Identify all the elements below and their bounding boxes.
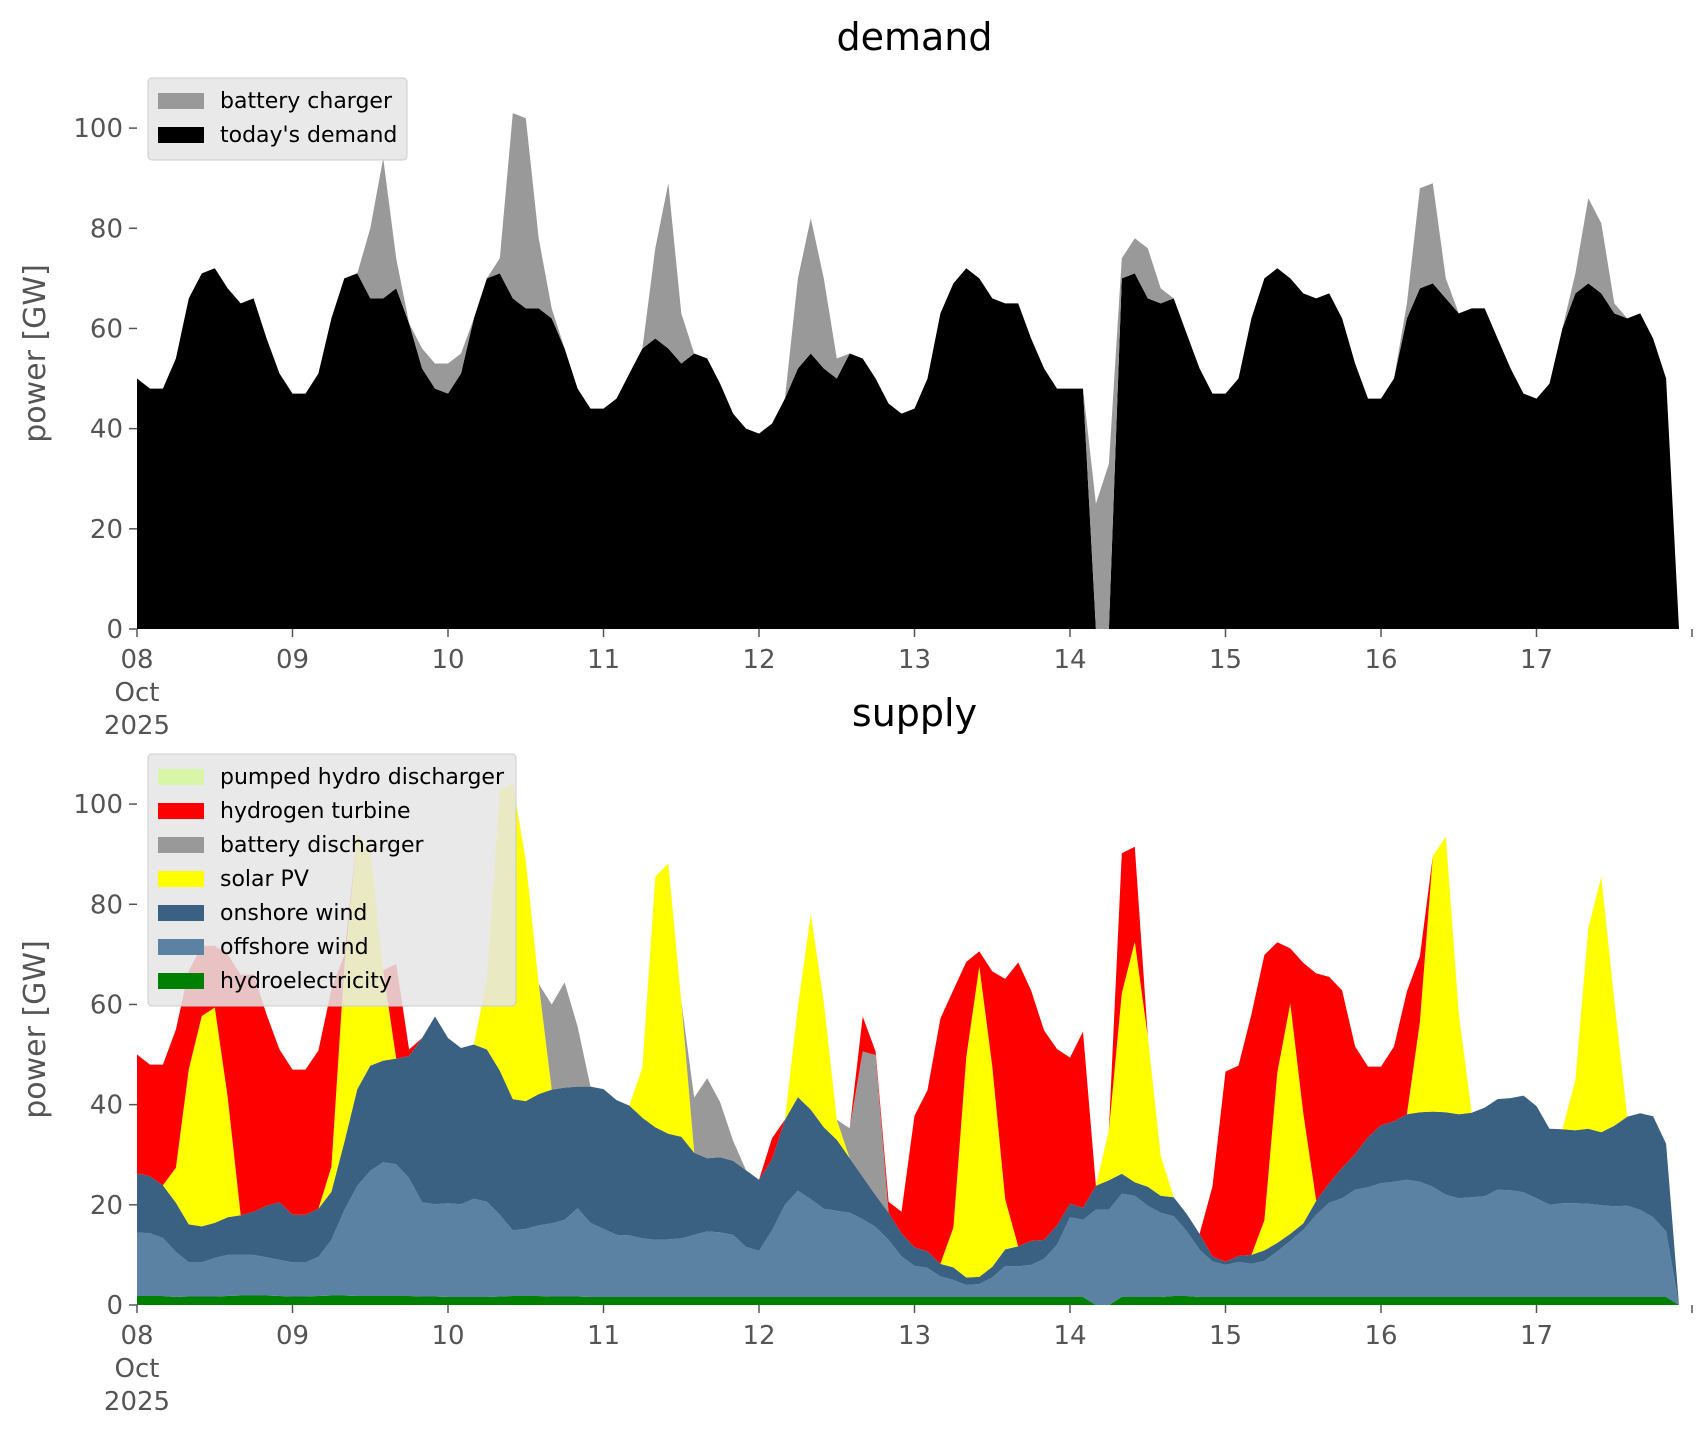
x-tick-label: 14	[1053, 1321, 1086, 1351]
legend-swatch	[158, 769, 204, 785]
x-tick-label: Oct	[115, 678, 160, 708]
area-series-solar-pv	[137, 783, 1692, 1305]
x-tick-label: Oct	[115, 1354, 160, 1384]
legend-box	[147, 77, 408, 161]
y-axis-label: power [GW]	[18, 940, 53, 1119]
x-tick-label: 08	[120, 1321, 153, 1351]
x-tick-label: 17	[1520, 645, 1553, 675]
x-tick-label: 10	[431, 1321, 464, 1351]
legend-label: pumped hydro discharger	[220, 765, 505, 790]
legend-swatch	[158, 905, 204, 921]
y-tick-label: 60	[90, 990, 123, 1020]
legend-swatch	[158, 837, 204, 853]
x-tick-label: 10	[431, 645, 464, 675]
legend-swatch	[158, 871, 204, 887]
y-tick-label: 0	[106, 1291, 123, 1321]
x-tick-label: 15	[1209, 645, 1242, 675]
y-tick-label: 100	[73, 790, 123, 820]
area-series-battery-charger	[137, 113, 1692, 630]
y-tick-label: 80	[90, 214, 123, 244]
chart-title: demand	[836, 15, 992, 59]
y-axis-label: power [GW]	[18, 264, 53, 443]
x-tick-label: 08	[120, 645, 153, 675]
x-tick-label: 17	[1520, 1321, 1553, 1351]
x-tick-label: 09	[276, 1321, 309, 1351]
chart-title: supply	[852, 691, 977, 735]
legend-swatch	[158, 127, 204, 143]
legend-label: battery charger	[220, 89, 393, 114]
y-tick-label: 40	[90, 1091, 123, 1121]
y-tick-label: 40	[90, 415, 123, 445]
legend: battery charger today's demand	[147, 77, 408, 161]
x-tick-label: 2025	[104, 711, 170, 741]
x-tick-label: 12	[742, 645, 775, 675]
y-tick-label: 80	[90, 890, 123, 920]
x-tick-label: 14	[1053, 645, 1086, 675]
x-tick-label: 2025	[104, 1387, 170, 1417]
x-tick-label: 12	[742, 1321, 775, 1351]
y-tick-label: 0	[106, 615, 123, 645]
legend-swatch	[158, 93, 204, 109]
x-tick-label: 11	[587, 645, 620, 675]
legend-label: hydrogen turbine	[220, 799, 411, 824]
legend-label: offshore wind	[220, 935, 369, 960]
legend-swatch	[158, 973, 204, 989]
x-tick-label: 15	[1209, 1321, 1242, 1351]
legend-label: hydroelectricity	[220, 969, 392, 994]
area-series-hydroelectricity	[137, 1295, 1692, 1305]
x-tick-label: 13	[898, 645, 931, 675]
y-tick-label: 100	[73, 114, 123, 144]
legend-label: onshore wind	[220, 901, 367, 926]
legend-label: battery discharger	[220, 833, 425, 858]
y-tick-label: 60	[90, 314, 123, 344]
x-tick-label: 16	[1364, 1321, 1397, 1351]
legend: pumped hydro discharger hydrogen turbine b…	[147, 753, 517, 1007]
x-tick-label: 09	[276, 645, 309, 675]
y-tick-label: 20	[90, 515, 123, 545]
legend-box	[147, 753, 517, 1007]
area-series-onshore-wind	[137, 1016, 1692, 1305]
legend-label: solar PV	[220, 867, 309, 892]
y-tick-label: 20	[90, 1191, 123, 1221]
legend-swatch	[158, 939, 204, 955]
x-tick-label: 11	[587, 1321, 620, 1351]
area-series-today-s-demand	[137, 268, 1692, 629]
x-tick-label: 16	[1364, 645, 1397, 675]
legend-swatch	[158, 803, 204, 819]
x-tick-label: 13	[898, 1321, 931, 1351]
area-series-offshore-wind	[137, 1162, 1692, 1305]
area-series-hydrogen-turbine	[137, 783, 1692, 1305]
legend-label: today's demand	[220, 123, 397, 148]
